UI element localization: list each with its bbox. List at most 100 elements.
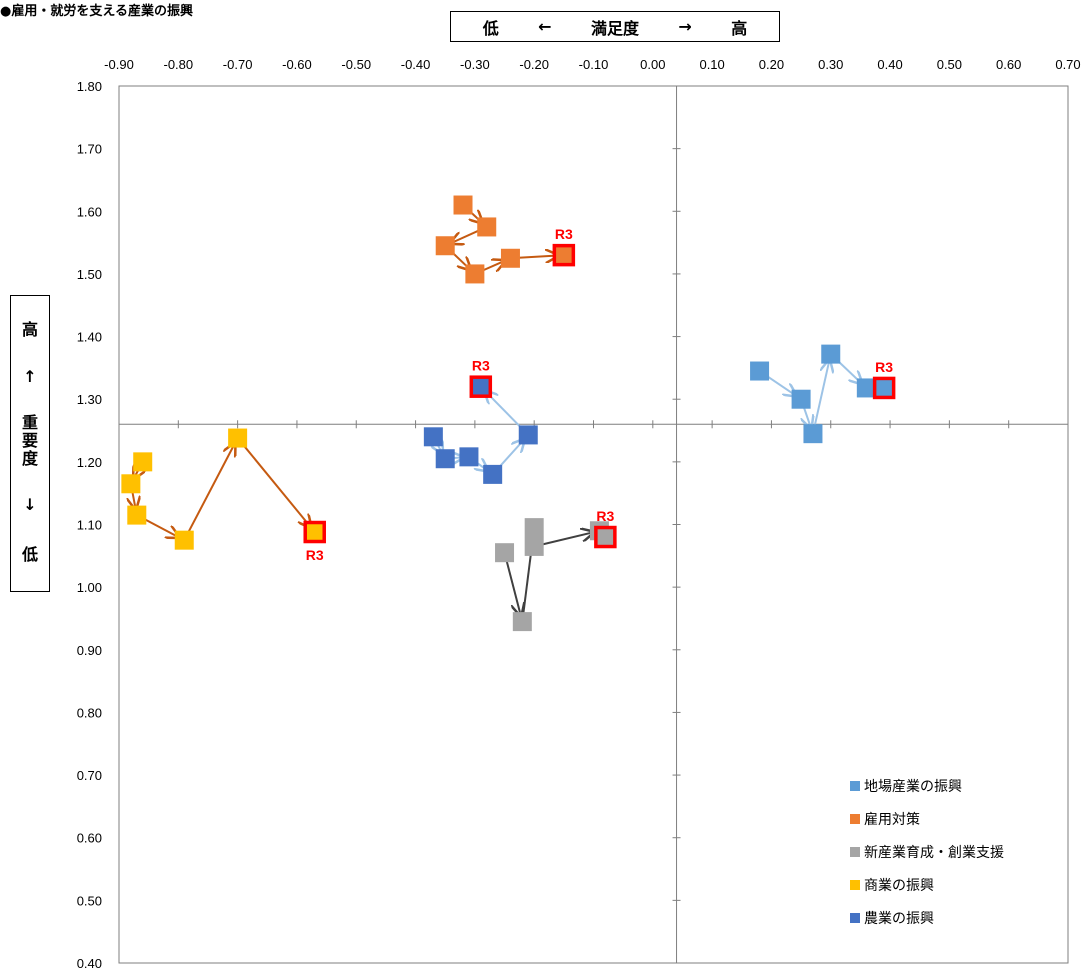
legend-swatch	[850, 814, 860, 824]
x-tick-label: -0.20	[519, 57, 549, 72]
data-point	[803, 424, 823, 444]
y-tick-label: 1.40	[77, 330, 102, 345]
y-tick-label: 1.00	[77, 580, 102, 595]
data-point	[524, 536, 544, 556]
x-tick-label: -0.10	[579, 57, 609, 72]
y-axis-title: 重要度	[21, 412, 38, 468]
x-low-label: 低	[482, 18, 499, 38]
latest-year-label: R3	[875, 359, 893, 375]
y-low-label: 低	[21, 545, 38, 564]
trend-arrow	[803, 404, 811, 428]
y-tick-label: 0.70	[77, 768, 102, 783]
data-point	[435, 449, 455, 469]
trend-arrow	[505, 558, 521, 615]
legend-label: 農業の振興	[864, 911, 934, 927]
x-tick-label: -0.70	[223, 57, 253, 72]
x-tick-label: -0.90	[104, 57, 134, 72]
trend-arrow	[451, 228, 482, 243]
data-point	[423, 427, 443, 447]
x-tick-label: 0.30	[818, 57, 843, 72]
trend-arrow	[516, 255, 557, 257]
data-point	[791, 389, 811, 409]
data-point	[174, 530, 194, 550]
data-point	[524, 518, 544, 538]
data-point	[435, 236, 455, 256]
x-tick-label: 0.60	[996, 57, 1021, 72]
page-title: ●雇用・就労を支える産業の振興	[0, 4, 193, 19]
x-tick-label: -0.40	[401, 57, 431, 72]
x-high-label: 高	[731, 18, 748, 38]
data-point	[856, 378, 876, 398]
left-arrow-icon: ←	[538, 17, 552, 36]
legend-swatch	[850, 847, 860, 857]
x-tick-label: -0.60	[282, 57, 312, 72]
y-tick-label: 0.50	[77, 893, 102, 908]
latest-year-label: R3	[596, 508, 614, 524]
x-tick-label: 0.20	[759, 57, 784, 72]
y-tick-label: 0.80	[77, 705, 102, 720]
data-point	[127, 505, 147, 525]
data-point	[228, 428, 248, 448]
data-point	[821, 344, 841, 364]
y-tick-label: 1.80	[77, 79, 102, 94]
x-axis-title: 満足度	[590, 18, 639, 38]
x-tick-label: 0.10	[699, 57, 724, 72]
y-tick-label: 1.10	[77, 518, 102, 533]
data-point	[512, 612, 532, 632]
data-point-latest	[469, 375, 493, 398]
satisfaction-axis-label-box: 低 ← 満足度 → 高	[450, 11, 780, 42]
trend-arrow	[539, 532, 594, 546]
legend-swatch	[850, 781, 860, 791]
data-point	[495, 543, 515, 563]
importance-axis-label-box: 高 ↑ 重要度 ↓ 低	[10, 295, 50, 592]
y-tick-label: 1.20	[77, 455, 102, 470]
data-point	[750, 361, 770, 381]
x-tick-label: -0.50	[341, 57, 371, 72]
data-point-latest	[594, 525, 617, 549]
data-point	[483, 464, 503, 484]
y-tick-label: 1.30	[77, 392, 102, 407]
y-tick-label: 0.40	[77, 956, 102, 971]
data-point	[518, 425, 538, 445]
y-tick-label: 1.50	[77, 267, 102, 282]
data-point	[121, 474, 141, 494]
x-tick-label: -0.30	[460, 57, 490, 72]
y-tick-label: 0.90	[77, 643, 102, 658]
down-arrow-icon: ↓	[23, 494, 37, 514]
data-point	[500, 248, 520, 268]
data-point	[133, 452, 153, 472]
chart-points	[121, 195, 896, 632]
trend-arrow	[240, 442, 310, 528]
y-tick-label: 1.60	[77, 204, 102, 219]
trend-arrow	[763, 373, 797, 395]
plot-frame	[118, 85, 1069, 964]
legend-label: 地場産業の振興	[864, 779, 962, 795]
up-arrow-icon: ↑	[23, 367, 37, 387]
x-tick-label: 0.00	[640, 57, 665, 72]
latest-year-label: R3	[555, 226, 573, 242]
legend-label: 新産業育成・創業支援	[864, 845, 1004, 861]
data-point	[453, 195, 473, 215]
right-arrow-icon: →	[678, 17, 692, 36]
latest-year-label: R3	[306, 547, 324, 563]
data-point	[465, 264, 485, 284]
chart-labels: R3 R3 R3 R3 R3	[306, 226, 894, 563]
legend-swatch	[850, 880, 860, 890]
trend-arrow	[495, 439, 525, 471]
data-point	[477, 217, 497, 237]
trend-arrow	[141, 517, 179, 537]
chart-axes: -0.90 -0.80 -0.70 -0.60 -0.50 -0.40 -0.30 -0.20…	[77, 57, 1081, 971]
data-point-latest	[303, 520, 326, 544]
legend-label: 商業の振興	[864, 878, 934, 894]
latest-year-label: R3	[472, 358, 490, 374]
data-point-latest	[552, 243, 576, 267]
x-tick-label: 0.40	[877, 57, 902, 72]
legend-label: 雇用対策	[864, 811, 920, 828]
x-tick-label: -0.80	[163, 57, 193, 72]
data-point-latest	[872, 376, 896, 400]
data-point	[459, 447, 479, 467]
trend-arrow	[813, 360, 829, 429]
trend-arrow	[479, 261, 505, 273]
